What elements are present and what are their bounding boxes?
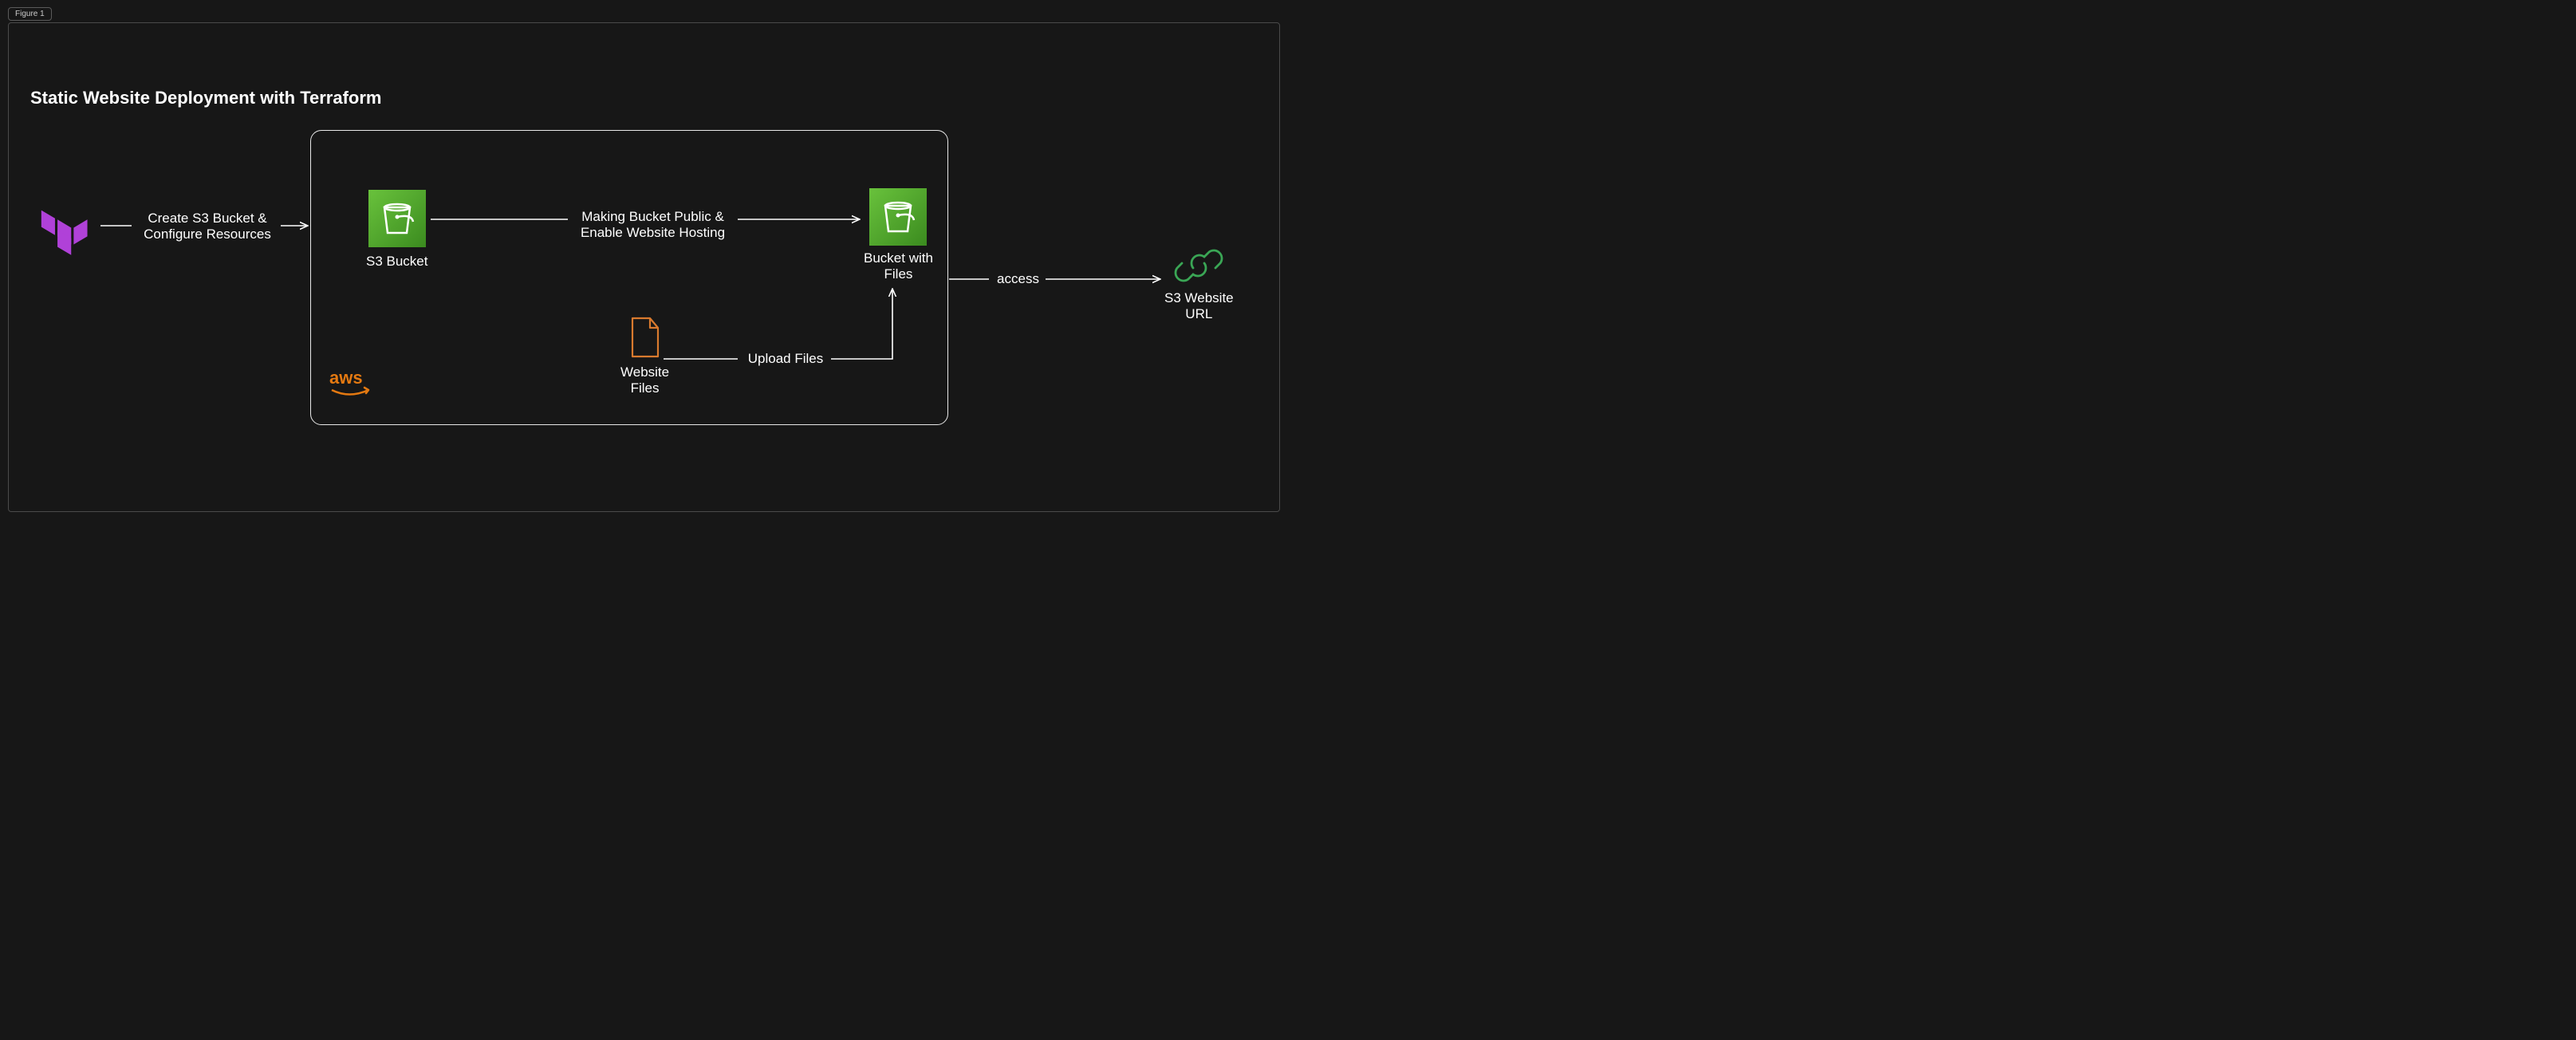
website-files-label: WebsiteFiles xyxy=(620,364,669,396)
s3-bucket-icon xyxy=(368,190,426,247)
bucket-with-files-label: Bucket withFiles xyxy=(864,250,933,282)
bucket-with-files-node: Bucket withFiles xyxy=(864,188,933,282)
s3-website-url-node: S3 WebsiteURL xyxy=(1164,246,1234,321)
figure-tab: Figure 1 xyxy=(8,7,52,21)
file-icon xyxy=(626,315,664,361)
s3-bucket-node: S3 Bucket xyxy=(366,190,428,270)
website-files-node: WebsiteFiles xyxy=(620,315,669,396)
terraform-icon xyxy=(35,198,97,260)
svg-text:aws: aws xyxy=(329,369,363,388)
link-icon xyxy=(1174,246,1223,286)
edge-label-create: Create S3 Bucket &Configure Resources xyxy=(136,211,279,242)
s3-website-url-label: S3 WebsiteURL xyxy=(1164,290,1234,321)
edge-label-public: Making Bucket Public &Enable Website Hos… xyxy=(571,209,735,240)
bucket-with-files-icon xyxy=(869,188,927,246)
terraform-node xyxy=(35,198,97,260)
s3-bucket-label: S3 Bucket xyxy=(366,254,428,270)
aws-logo: aws xyxy=(327,369,383,407)
diagram-title: Static Website Deployment with Terraform xyxy=(30,88,382,108)
edge-label-access: access xyxy=(992,271,1044,287)
edge-label-upload: Upload Files xyxy=(742,351,829,367)
